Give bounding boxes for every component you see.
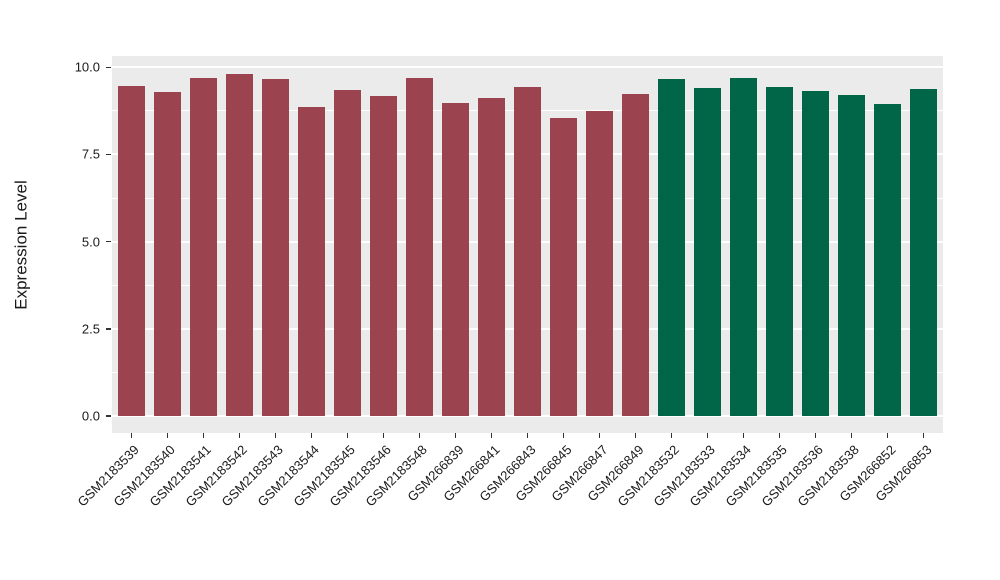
- x-tick: [418, 433, 421, 438]
- x-tick: [346, 433, 349, 438]
- y-tick-label: 0.0: [81, 408, 100, 424]
- gridline-major: [112, 66, 943, 69]
- y-tick-label: 10.0: [74, 59, 100, 75]
- bar-GSM266839: [442, 102, 469, 416]
- bar-GSM266841: [478, 97, 505, 416]
- x-tick: [310, 433, 313, 438]
- x-tick: [814, 433, 817, 438]
- bar-GSM2183542: [226, 73, 253, 416]
- bar-GSM2183535: [766, 87, 793, 416]
- x-tick: [850, 433, 853, 438]
- y-tick-label: 7.5: [81, 146, 100, 162]
- x-tick: [634, 433, 637, 438]
- x-tick: [922, 433, 925, 438]
- bar-GSM2183534: [730, 78, 757, 416]
- y-tick: [106, 240, 111, 243]
- bar-GSM2183543: [262, 79, 289, 416]
- y-tick-label: 2.5: [81, 321, 100, 337]
- bar-GSM2183546: [370, 95, 397, 416]
- bar-GSM2183548: [406, 78, 433, 416]
- y-tick-label: 5.0: [81, 234, 100, 250]
- bar-GSM266847: [586, 110, 613, 416]
- x-tick: [238, 433, 241, 438]
- bar-GSM2183545: [334, 89, 361, 416]
- x-tick: [202, 433, 205, 438]
- bar-GSM2183538: [838, 94, 865, 416]
- plot-panel: [112, 56, 943, 433]
- x-tick: [886, 433, 889, 438]
- bar-GSM266843: [514, 86, 541, 416]
- gridline-major: [112, 415, 943, 417]
- x-tick: [778, 433, 781, 438]
- bar-GSM2183541: [190, 78, 217, 416]
- bar-GSM2183539: [118, 85, 145, 416]
- bar-GSM2183540: [154, 91, 181, 416]
- x-tick: [670, 433, 673, 438]
- bar-GSM266845: [550, 118, 577, 416]
- bar-GSM266852: [874, 104, 901, 416]
- x-tick: [562, 433, 565, 438]
- y-tick: [106, 328, 111, 330]
- y-tick: [106, 153, 111, 156]
- x-tick: [130, 433, 133, 438]
- x-tick: [598, 433, 601, 438]
- x-tick: [742, 433, 745, 438]
- x-tick: [166, 433, 169, 438]
- x-tick: [454, 433, 457, 438]
- x-tick: [490, 433, 493, 438]
- bar-GSM2183536: [802, 91, 829, 416]
- bar-GSM266853: [910, 89, 937, 416]
- bar-GSM2183544: [298, 106, 325, 416]
- bar-GSM266849: [622, 94, 649, 416]
- x-tick: [274, 433, 277, 438]
- x-tick: [382, 433, 385, 438]
- bar-GSM2183533: [694, 88, 721, 416]
- x-tick: [706, 433, 709, 438]
- bar-GSM2183532: [658, 79, 685, 416]
- y-tick: [106, 415, 111, 417]
- y-tick: [106, 66, 111, 69]
- x-tick: [526, 433, 529, 438]
